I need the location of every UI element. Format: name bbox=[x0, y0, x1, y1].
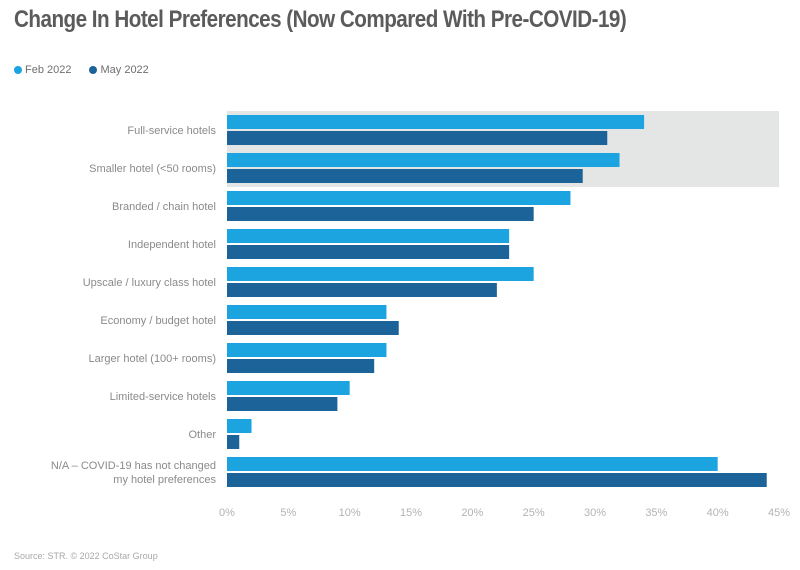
bar-may-2022-n-a-covid-19-has-not-changed-my-hotel-preferences bbox=[227, 473, 767, 487]
category-label-other: Other bbox=[188, 429, 216, 441]
bar-may-2022-smaller-hotel-50-rooms bbox=[227, 169, 583, 183]
bar-feb-2022-branded-chain-hotel bbox=[227, 191, 571, 205]
category-label-limited-service-hotels: Limited-service hotels bbox=[110, 391, 217, 403]
chart-title: Change In Hotel Preferences (Now Compare… bbox=[14, 6, 627, 33]
category-label-full-service-hotels: Full-service hotels bbox=[127, 125, 216, 137]
category-label-branded-chain-hotel: Branded / chain hotel bbox=[112, 201, 216, 213]
category-label-larger-hotel-100-rooms: Larger hotel (100+ rooms) bbox=[89, 353, 216, 365]
source-note: Source: STR. © 2022 CoStar Group bbox=[14, 551, 158, 561]
category-label-independent-hotel: Independent hotel bbox=[128, 239, 216, 251]
bar-feb-2022-n-a-covid-19-has-not-changed-my-hotel-preferences bbox=[227, 457, 718, 471]
legend-item-may-2022[interactable]: May 2022 bbox=[89, 64, 149, 76]
category-label-smaller-hotel-50-rooms: Smaller hotel (<50 rooms) bbox=[89, 163, 216, 175]
legend-label-may-2022: May 2022 bbox=[100, 64, 149, 76]
bar-may-2022-independent-hotel bbox=[227, 245, 510, 259]
legend-swatch-feb-2022 bbox=[14, 66, 22, 74]
bar-may-2022-full-service-hotels bbox=[227, 131, 608, 145]
bar-may-2022-upscale-luxury-class-hotel bbox=[227, 283, 497, 297]
x-tick-label-10: 10% bbox=[339, 507, 361, 519]
legend-swatch-may-2022 bbox=[89, 66, 98, 74]
x-tick-label-45: 45% bbox=[768, 507, 790, 519]
x-tick-label-35: 35% bbox=[645, 507, 667, 519]
bar-may-2022-economy-budget-hotel bbox=[227, 321, 399, 335]
category-label-upscale-luxury-class-hotel: Upscale / luxury class hotel bbox=[83, 277, 216, 289]
legend-label-feb-2022: Feb 2022 bbox=[25, 64, 72, 76]
bar-feb-2022-smaller-hotel-50-rooms bbox=[227, 153, 620, 167]
x-tick-label-0: 0% bbox=[219, 507, 235, 519]
x-axis-ticks-layer: 0% 5% 10% 15% 20% 25% 30% 35% 40% 45% bbox=[219, 507, 790, 519]
category-labels-layer: Full-service hotels Smaller hotel (<50 ro… bbox=[51, 125, 217, 486]
bars-layer bbox=[227, 115, 767, 487]
x-tick-label-15: 15% bbox=[400, 507, 422, 519]
bar-may-2022-branded-chain-hotel bbox=[227, 207, 534, 221]
bar-feb-2022-other bbox=[227, 419, 252, 433]
bar-may-2022-other bbox=[227, 435, 240, 449]
category-label-n-a-covid-19-has-not-changed-my-hotel-preferences: N/A – COVID-19 has not changed my hotel p… bbox=[51, 460, 217, 486]
legend-item-feb-2022[interactable]: Feb 2022 bbox=[14, 64, 71, 76]
bar-feb-2022-larger-hotel-100-rooms bbox=[227, 343, 387, 357]
bar-feb-2022-full-service-hotels bbox=[227, 115, 645, 129]
legend: Feb 2022 May 2022 bbox=[14, 64, 149, 76]
x-tick-label-30: 30% bbox=[584, 507, 606, 519]
bar-may-2022-larger-hotel-100-rooms bbox=[227, 359, 375, 373]
x-tick-label-25: 25% bbox=[523, 507, 545, 519]
x-tick-label-40: 40% bbox=[707, 507, 729, 519]
bar-feb-2022-economy-budget-hotel bbox=[227, 305, 387, 319]
bar-feb-2022-independent-hotel bbox=[227, 229, 510, 243]
x-tick-label-5: 5% bbox=[280, 507, 296, 519]
bar-feb-2022-limited-service-hotels bbox=[227, 381, 350, 395]
x-tick-label-20: 20% bbox=[461, 507, 483, 519]
category-label-economy-budget-hotel: Economy / budget hotel bbox=[100, 315, 216, 327]
bar-feb-2022-upscale-luxury-class-hotel bbox=[227, 267, 534, 281]
bar-may-2022-limited-service-hotels bbox=[227, 397, 338, 411]
